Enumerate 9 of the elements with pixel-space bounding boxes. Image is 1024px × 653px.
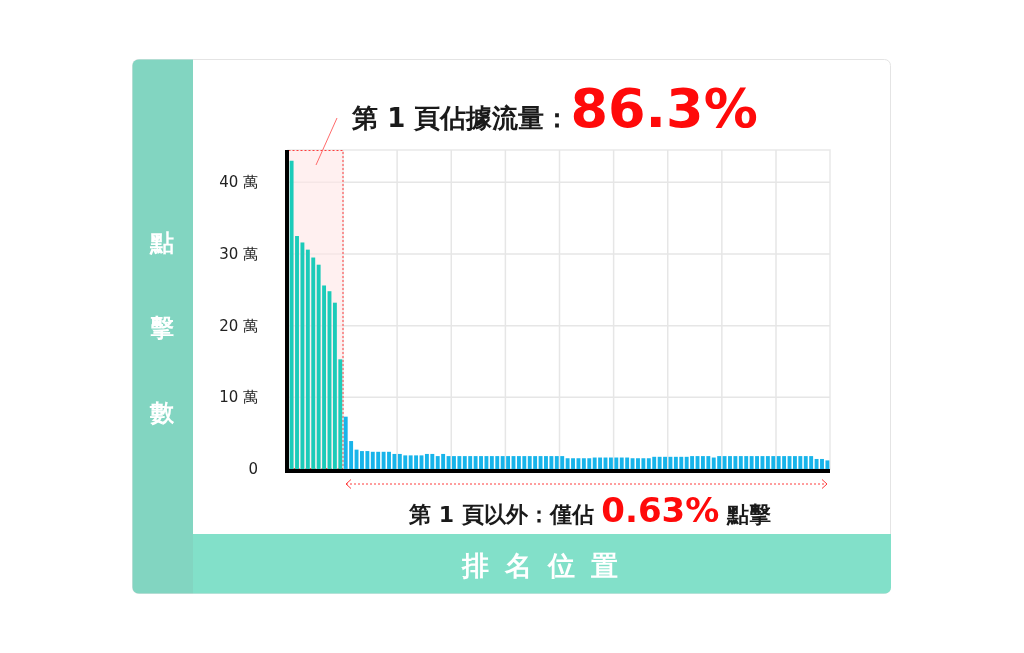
text: 第 1 頁以外：僅佔 0.63% 點擊	[408, 490, 771, 530]
chart-title: 第 1 頁佔據流量：86.3%	[351, 77, 758, 140]
y-tick-label: 0	[248, 460, 258, 478]
x-axis-title: 排名位置	[461, 549, 634, 581]
y-tick-label: 20 萬	[219, 316, 258, 335]
y-tick-label: 30 萬	[219, 244, 258, 263]
y-tick-label: 10 萬	[219, 388, 258, 407]
text: 點擊數	[150, 229, 174, 427]
y-tick-label: 40 萬	[219, 173, 258, 192]
